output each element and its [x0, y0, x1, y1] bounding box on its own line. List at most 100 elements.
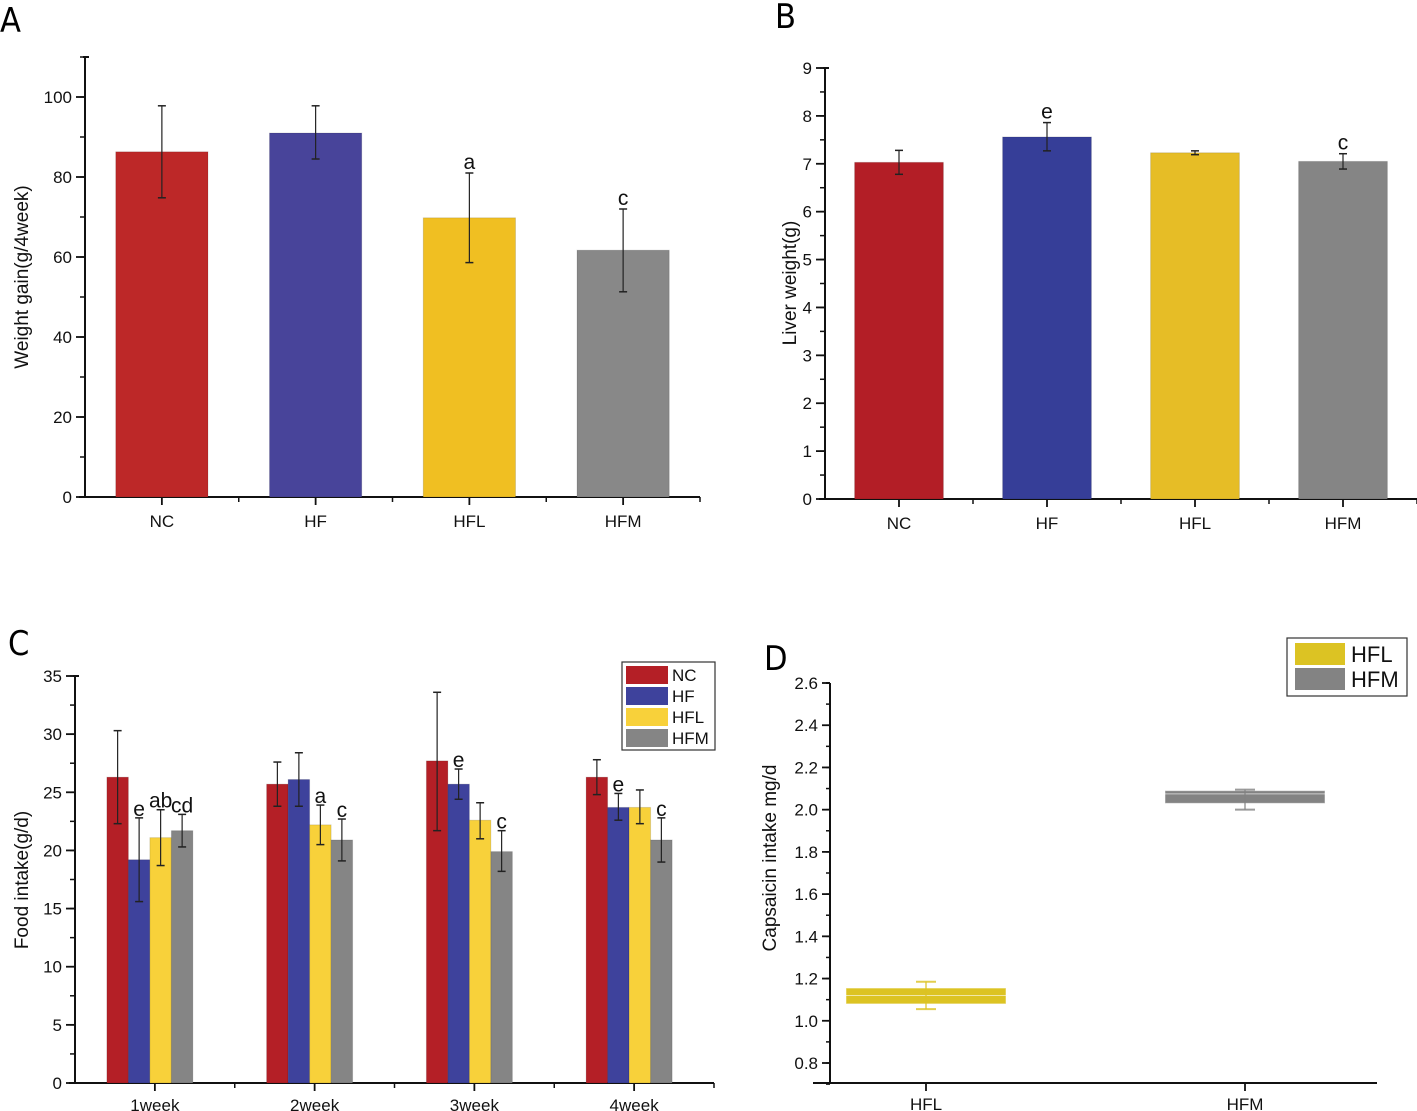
y-tick-label: 20: [53, 408, 72, 427]
y-tick-label: 15: [43, 900, 62, 919]
x-tick-label: 1week: [130, 1096, 180, 1111]
bar-hfl: [1150, 152, 1240, 500]
panel-letter-d: D: [764, 639, 788, 679]
x-tick-label: HFL: [453, 512, 485, 531]
significance-label: a: [315, 785, 327, 808]
y-tick-label: 1.0: [794, 1012, 818, 1031]
legend-label: HFM: [672, 729, 709, 748]
bar-hfl-3week: [468, 819, 492, 1084]
bar-hfm: [1298, 160, 1388, 500]
y-tick-label: 0: [53, 1074, 62, 1093]
y-tick-label: 35: [43, 667, 62, 686]
y-tick-label: 1.6: [794, 885, 818, 904]
y-tick-label: 1.4: [794, 927, 818, 946]
bar-nc-4week: [585, 776, 609, 1084]
legend-swatch-hfm: [1295, 668, 1345, 690]
legend-swatch-hfl: [1295, 643, 1345, 665]
y-tick-label: 100: [44, 88, 72, 107]
y-tick-label: 0: [63, 488, 72, 507]
y-tick-label: 2: [803, 394, 812, 413]
x-tick-label: HF: [1036, 514, 1059, 533]
y-tick-label: 2.0: [794, 801, 818, 820]
legend-label: HFL: [672, 708, 704, 727]
panel-b-liver-weight-chart: 0 1 2 3 4 5 6 7 8 9 Liver weight(g) NC HF e HFL HFM c: [780, 59, 1417, 533]
x-tick-label: NC: [150, 512, 175, 531]
legend-label: NC: [672, 666, 697, 685]
y-tick-label: 20: [43, 841, 62, 860]
y-tick-label: 1.2: [794, 970, 818, 989]
y-tick-label: 8: [803, 107, 812, 126]
significance-label: ab: [149, 790, 172, 813]
y-tick-label: 60: [53, 248, 72, 267]
significance-label: c: [1338, 132, 1349, 155]
legend-label: HF: [672, 687, 695, 706]
bar-nc: [854, 161, 944, 500]
significance-label: cd: [171, 794, 193, 817]
legend-swatch-hfl: [626, 708, 668, 726]
significance-label: e: [133, 798, 145, 821]
y-tick-label: 2.4: [794, 716, 818, 735]
bar-hfl: [422, 217, 516, 498]
y-tick-label: 2.2: [794, 758, 818, 777]
significance-label: e: [613, 773, 625, 796]
y-axis-title: Food intake(g/d): [12, 811, 33, 949]
x-tick-label: 4week: [610, 1096, 660, 1111]
legend-swatch-hfm: [626, 729, 668, 747]
panel-a-weight-gain-chart: 0 20 40 60 80 100 Weight gain(g/4week) NC HF HFL a…: [12, 56, 701, 531]
y-axis-title: Liver weight(g): [780, 221, 801, 346]
bar-hfl-4week: [628, 806, 652, 1084]
x-tick-label: HF: [304, 512, 327, 531]
y-tick-label: 5: [53, 1016, 62, 1035]
y-tick-label: 10: [43, 958, 62, 977]
panel-letter-a: A: [0, 1, 21, 41]
y-tick-label: 5: [803, 251, 812, 270]
bar-hf-2week: [287, 778, 311, 1084]
x-tick-label: HFM: [1227, 1095, 1264, 1111]
x-tick-label: NC: [887, 514, 912, 533]
y-axis-title: Weight gain(g/4week): [12, 185, 33, 368]
x-tick-label: 3week: [450, 1096, 500, 1111]
significance-label: e: [453, 749, 465, 772]
y-tick-label: 6: [803, 203, 812, 222]
bar-hf: [1002, 136, 1092, 500]
y-tick-label: 4: [803, 298, 812, 317]
bar-hf-4week: [607, 806, 630, 1084]
significance-label: c: [496, 811, 507, 834]
x-tick-label: HFM: [1325, 514, 1362, 533]
bar-hfm-4week: [650, 839, 673, 1084]
y-tick-label: 25: [43, 783, 62, 802]
panel-letter-c: C: [8, 624, 29, 664]
y-tick-label: 0: [803, 490, 812, 509]
legend-swatch-hf: [626, 687, 668, 705]
bar-hfm-1week: [170, 830, 194, 1084]
y-tick-label: 2.6: [794, 674, 818, 693]
bar-hfm-3week: [490, 851, 513, 1084]
panel-letter-b: B: [775, 0, 796, 37]
significance-label: e: [1041, 101, 1053, 124]
y-tick-label: 3: [803, 346, 812, 365]
x-tick-label: HFL: [1179, 514, 1211, 533]
legend-swatch-nc: [626, 666, 668, 684]
y-axis-title: Capsaicin intake mg/d: [760, 765, 781, 952]
bar-hfm-2week: [330, 839, 354, 1084]
y-tick-label: 40: [53, 328, 72, 347]
significance-label: c: [618, 187, 629, 210]
y-tick-label: 30: [43, 725, 62, 744]
y-tick-label: 9: [803, 59, 812, 78]
bar-nc-2week: [266, 783, 289, 1084]
bar-hfl-1week: [149, 837, 172, 1084]
bar-hfl-2week: [309, 824, 332, 1084]
legend-label: HFL: [1351, 642, 1393, 667]
significance-label: c: [656, 798, 667, 821]
x-tick-label: 2week: [290, 1096, 340, 1111]
significance-label: c: [337, 799, 348, 822]
y-tick-label: 1.8: [794, 843, 818, 862]
bar-hf: [269, 132, 363, 498]
x-tick-label: HFL: [910, 1095, 942, 1111]
bar-nc: [115, 151, 209, 498]
y-tick-label: 7: [803, 155, 812, 174]
significance-label: a: [464, 151, 476, 174]
legend-label: HFM: [1351, 667, 1399, 692]
